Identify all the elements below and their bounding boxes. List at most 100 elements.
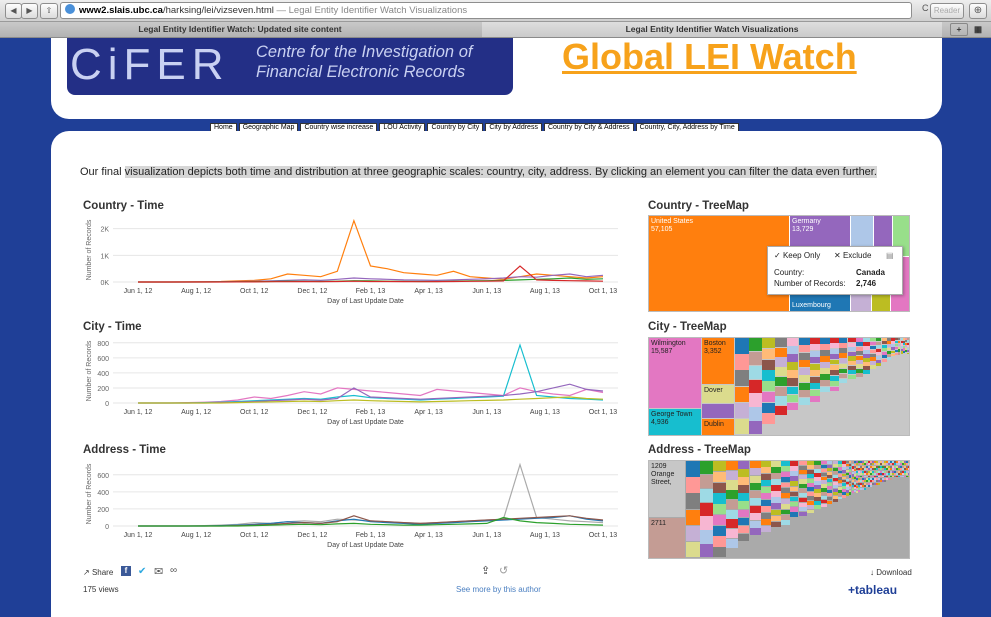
- treemap-cell[interactable]: [820, 386, 830, 393]
- treemap-cell[interactable]: [880, 473, 882, 476]
- treemap-cell[interactable]: [856, 360, 863, 364]
- treemap-cell[interactable]: [854, 476, 856, 479]
- treemap-cell[interactable]: [876, 463, 878, 466]
- treemap-cell[interactable]: [762, 370, 775, 381]
- treemap-cell[interactable]: [838, 490, 842, 493]
- treemap-cell[interactable]: [854, 474, 856, 477]
- treemap-cell[interactable]: [807, 461, 814, 465]
- treemap-cell[interactable]: [848, 361, 856, 366]
- treemap-cell[interactable]: [852, 466, 854, 469]
- treemap-cell[interactable]: [849, 489, 852, 492]
- treemap-cell[interactable]: [842, 461, 846, 464]
- treemap-cell[interactable]: [771, 461, 781, 467]
- treemap-cell[interactable]: [858, 468, 860, 471]
- treemap-cell[interactable]: [787, 338, 799, 346]
- treemap-cell[interactable]: [810, 389, 820, 396]
- treemap-cell[interactable]: [906, 461, 908, 463]
- treemap-cell[interactable]: [807, 505, 814, 509]
- treemap-cell[interactable]: [761, 467, 771, 474]
- treemap-cell[interactable]: [898, 475, 900, 478]
- treemap-cell[interactable]: [904, 468, 906, 471]
- treemap-cell[interactable]: [876, 338, 882, 342]
- treemap-cell[interactable]: [807, 465, 814, 470]
- treemap-cell[interactable]: [888, 473, 890, 476]
- treemap-cell[interactable]: [866, 482, 868, 485]
- treemap-cell[interactable]: [884, 463, 886, 466]
- treemap-cell[interactable]: [896, 475, 898, 478]
- treemap-cell[interactable]: [856, 351, 863, 356]
- treemap-cell[interactable]: [866, 480, 868, 483]
- treemap-cell[interactable]: [878, 482, 880, 485]
- treemap-cell[interactable]: [895, 343, 898, 347]
- treemap-cell[interactable]: [799, 488, 807, 493]
- treemap-cell[interactable]: [738, 485, 750, 493]
- treemap-cell[interactable]: [894, 465, 896, 468]
- treemap-cell[interactable]: [854, 471, 856, 474]
- treemap-cell[interactable]: [858, 463, 860, 466]
- treemap-cell[interactable]: [749, 421, 762, 435]
- treemap-cell-us[interactable]: United States 57,105: [649, 216, 789, 311]
- treemap-cell[interactable]: [898, 352, 901, 355]
- treemap-cell[interactable]: [863, 346, 870, 350]
- treemap-cell[interactable]: [888, 461, 890, 463]
- treemap-cell[interactable]: [856, 342, 863, 347]
- treemap-cell[interactable]: [902, 463, 904, 466]
- treemap-cell[interactable]: [868, 480, 870, 483]
- treemap-cell[interactable]: [868, 485, 870, 488]
- back-button[interactable]: ◀: [5, 3, 22, 19]
- treemap-cell[interactable]: [852, 482, 854, 485]
- treemap-cell[interactable]: [781, 509, 790, 515]
- treemap-cell[interactable]: [790, 496, 799, 502]
- treemap-cell[interactable]: [839, 343, 848, 348]
- treemap-cell[interactable]: [876, 348, 882, 352]
- treemap-cell[interactable]: [799, 479, 807, 484]
- treemap-cell[interactable]: [849, 461, 852, 464]
- treemap-cell[interactable]: [876, 363, 882, 367]
- treemap-cell[interactable]: [738, 469, 750, 477]
- treemap-cell[interactable]: [799, 375, 810, 383]
- treemap-cell[interactable]: [838, 470, 842, 474]
- treemap-cell[interactable]: [827, 482, 833, 486]
- treemap-cell[interactable]: [830, 338, 839, 343]
- treemap-cell[interactable]: [898, 338, 901, 341]
- treemap-cell[interactable]: [821, 480, 827, 484]
- treemap-cell[interactable]: [848, 356, 856, 361]
- treemap-cell[interactable]: [860, 482, 862, 485]
- treemap-cell[interactable]: [886, 477, 888, 480]
- treemap-cell[interactable]: [781, 482, 790, 488]
- treemap-cell[interactable]: [876, 465, 878, 468]
- treemap-cell[interactable]: [901, 340, 903, 343]
- treemap-cell[interactable]: [849, 466, 852, 470]
- treemap-cell[interactable]: [846, 484, 849, 487]
- treemap-cell[interactable]: [868, 468, 870, 471]
- treemap-cell[interactable]: [906, 468, 908, 471]
- forward-button[interactable]: ▶: [21, 3, 38, 19]
- treemap-cell[interactable]: [878, 477, 880, 480]
- treemap-cell[interactable]: [839, 378, 848, 384]
- treemap-cell[interactable]: [713, 504, 726, 515]
- treemap-cell[interactable]: [854, 487, 856, 490]
- treemap-cell[interactable]: [907, 350, 909, 353]
- new-tab-button[interactable]: +: [950, 23, 968, 36]
- treemap-cell[interactable]: [876, 355, 882, 360]
- treemap-cell[interactable]: [856, 490, 858, 493]
- treemap-cell[interactable]: [700, 544, 713, 558]
- treemap-cell[interactable]: [874, 465, 876, 468]
- treemap-cell[interactable]: [833, 467, 838, 471]
- treemap-cell[interactable]: [876, 473, 878, 476]
- treemap-cell[interactable]: [771, 467, 781, 473]
- treemap-cell[interactable]: [761, 525, 771, 532]
- treemap-cell[interactable]: [876, 470, 878, 473]
- treemap-cell[interactable]: [781, 493, 790, 499]
- treemap-cell[interactable]: [863, 354, 870, 358]
- treemap-cell[interactable]: [713, 461, 726, 472]
- treemap-cell[interactable]: [905, 340, 907, 343]
- treemap-cell[interactable]: [868, 463, 870, 466]
- treemap-cell[interactable]: [900, 468, 902, 471]
- tab-visualizations[interactable]: Legal Entity Identifier Watch Visualizat…: [482, 22, 942, 37]
- treemap-cell[interactable]: [820, 374, 830, 380]
- treemap-cell[interactable]: [902, 473, 904, 476]
- treemap-cell[interactable]: [872, 475, 874, 478]
- treemap-cell[interactable]: [882, 338, 887, 341]
- treemap-cell[interactable]: [878, 468, 880, 471]
